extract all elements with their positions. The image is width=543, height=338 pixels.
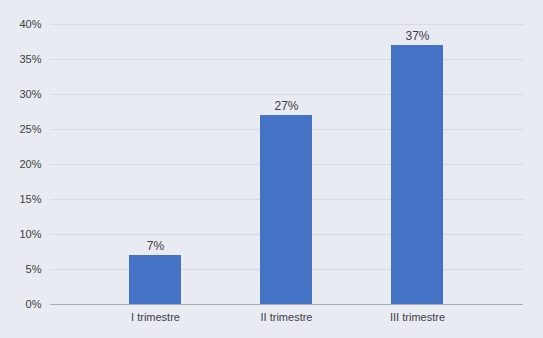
svg-text:40%: 40%: [19, 18, 41, 30]
svg-text:35%: 35%: [19, 53, 41, 65]
svg-text:II trimestre: II trimestre: [261, 311, 313, 323]
svg-text:10%: 10%: [19, 228, 41, 240]
svg-text:5%: 5%: [26, 263, 42, 275]
svg-text:0%: 0%: [26, 298, 42, 310]
svg-text:15%: 15%: [19, 193, 41, 205]
svg-text:20%: 20%: [19, 158, 41, 170]
svg-text:I trimestre: I trimestre: [131, 311, 180, 323]
svg-text:7%: 7%: [147, 239, 165, 253]
svg-text:27%: 27%: [274, 99, 298, 113]
svg-text:37%: 37%: [405, 29, 429, 43]
svg-text:30%: 30%: [19, 88, 41, 100]
svg-text:25%: 25%: [19, 123, 41, 135]
svg-text:III trimestre: III trimestre: [390, 311, 445, 323]
